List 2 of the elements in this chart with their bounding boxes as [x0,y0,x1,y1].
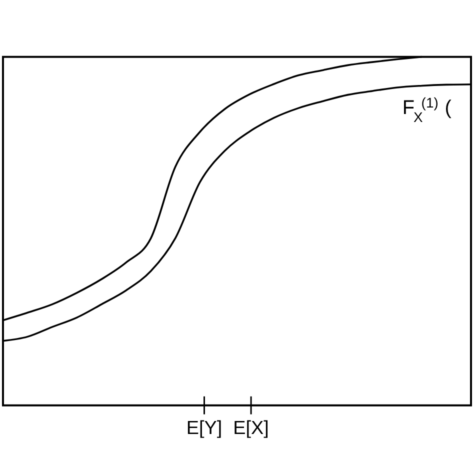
text: E[Y] [186,418,222,440]
text: E[X] [233,418,269,440]
